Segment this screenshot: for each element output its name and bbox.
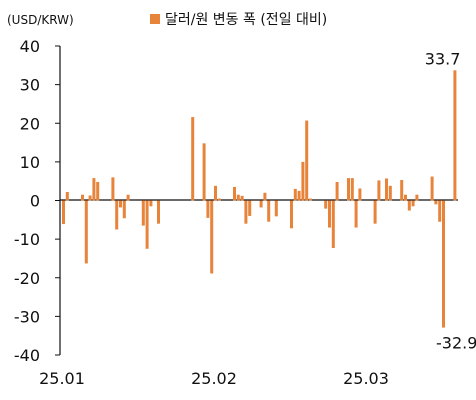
bar xyxy=(377,180,381,201)
bar xyxy=(430,176,434,201)
bar xyxy=(149,200,153,207)
bar xyxy=(274,200,278,217)
bar xyxy=(88,195,92,201)
data-label: -32.9 xyxy=(436,334,476,353)
bar xyxy=(240,195,244,201)
bar xyxy=(331,200,335,249)
y-tick-label: -20 xyxy=(14,269,40,288)
bar xyxy=(122,200,126,219)
bar xyxy=(347,178,350,201)
bar xyxy=(267,200,271,222)
bar xyxy=(385,178,388,201)
bar xyxy=(388,185,392,201)
bar xyxy=(126,194,130,201)
bar xyxy=(354,200,358,228)
x-tick-label: 25.03 xyxy=(343,369,389,388)
bar xyxy=(145,200,149,249)
y-tick-label: 20 xyxy=(20,114,40,133)
bar xyxy=(236,194,240,201)
y-tick-label: -10 xyxy=(14,230,40,249)
y-tick-label: -40 xyxy=(14,346,40,365)
bar xyxy=(259,200,263,208)
bar xyxy=(141,200,145,226)
bar xyxy=(373,200,377,224)
bar xyxy=(111,177,115,201)
bar xyxy=(244,200,248,224)
bar xyxy=(358,188,362,201)
bar xyxy=(453,70,457,201)
bar xyxy=(233,186,236,201)
bar xyxy=(206,200,210,218)
bar xyxy=(96,181,100,201)
bar xyxy=(400,180,404,201)
bar xyxy=(350,178,354,201)
legend-swatch xyxy=(150,14,160,24)
y-tick-label: -30 xyxy=(14,307,40,326)
bar xyxy=(297,190,301,201)
bar xyxy=(248,200,252,216)
bar xyxy=(407,200,411,211)
bar xyxy=(119,200,122,208)
x-tick-label: 25.01 xyxy=(39,369,85,388)
bar xyxy=(293,188,297,201)
bar xyxy=(65,192,69,201)
bar xyxy=(324,200,328,209)
bar xyxy=(434,200,438,205)
bar xyxy=(157,200,160,224)
y-unit-label: (USD/KRW) xyxy=(7,13,74,27)
bar xyxy=(62,200,65,225)
bar xyxy=(210,200,214,274)
bar xyxy=(263,192,267,201)
y-tick-label: 10 xyxy=(20,153,40,172)
data-label: 33.7 xyxy=(425,49,461,68)
bar xyxy=(191,117,195,201)
bar xyxy=(217,198,221,201)
bar xyxy=(115,200,119,230)
y-tick-label: 0 xyxy=(30,192,40,211)
bar xyxy=(301,161,305,201)
bar xyxy=(81,194,84,201)
bar xyxy=(309,198,312,201)
bar xyxy=(438,200,442,222)
y-tick-label: 30 xyxy=(20,76,40,95)
bar xyxy=(411,200,415,207)
bar xyxy=(442,200,445,328)
bar xyxy=(84,200,88,264)
bar xyxy=(214,185,217,201)
bar xyxy=(404,194,407,201)
y-tick-label: 40 xyxy=(20,37,40,56)
legend-label: 달러/원 변동 폭 (전일 대비) xyxy=(165,12,327,28)
bar xyxy=(92,178,96,201)
bar xyxy=(202,143,206,201)
x-tick-label: 25.02 xyxy=(191,369,237,388)
bar xyxy=(415,194,419,201)
bar xyxy=(290,200,293,229)
bar xyxy=(328,200,331,228)
bar xyxy=(305,120,309,201)
bar xyxy=(335,181,339,201)
